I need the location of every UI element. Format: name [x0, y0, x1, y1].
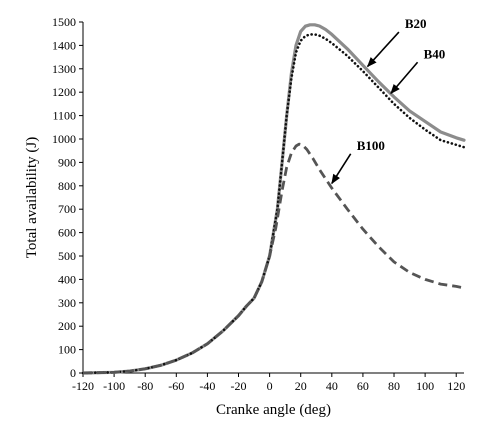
x-axis-title: Cranke angle (deg): [216, 402, 331, 418]
series-line-b40: [81, 33, 466, 375]
annotation-arrow: [366, 31, 400, 68]
x-axis: -120 -100 -80 -60 -40 -20 0 20 40 60 80 100 120: [72, 372, 465, 393]
y-tick-label: 300: [58, 296, 76, 310]
series-line-b20: [81, 23, 466, 375]
x-tick-label: 100: [416, 379, 434, 393]
y-tick-label: 1200: [52, 85, 76, 99]
y-tick-label: 100: [58, 343, 76, 357]
y-axis-title: Total availability (J): [24, 137, 40, 258]
x-tick-label: 0: [267, 379, 273, 393]
x-tick-label: 80: [388, 379, 400, 393]
x-tick-label: -40: [199, 379, 215, 393]
series-line-b100: [82, 142, 463, 375]
x-tick-label: -20: [231, 379, 247, 393]
x-tick-label: -60: [168, 379, 184, 393]
y-tick-label: 400: [58, 272, 76, 286]
annotations: B20 B40 B100: [331, 16, 446, 185]
annotation-arrow: [390, 61, 419, 95]
y-tick-label: 0: [70, 366, 76, 380]
y-tick-label: 900: [58, 155, 76, 169]
x-tick-label: 60: [357, 379, 369, 393]
annotation-label-b40: B40: [424, 46, 446, 61]
series-lines: [81, 23, 466, 375]
annotation-label-b20: B20: [405, 16, 427, 31]
y-tick-label: 800: [58, 179, 76, 193]
y-tick-label: 1300: [52, 62, 76, 76]
x-tick-label: 40: [326, 379, 338, 393]
y-tick-label: 500: [58, 249, 76, 263]
y-tick-label: 700: [58, 202, 76, 216]
x-tick-label: 20: [295, 379, 307, 393]
y-tick-label: 1000: [52, 132, 76, 146]
y-tick-label: 1100: [52, 109, 76, 123]
y-tick-label: 1500: [52, 15, 76, 29]
annotation-label-b100: B100: [357, 138, 385, 153]
x-tick-label: -100: [103, 379, 125, 393]
y-axis: 0 100 200 300 400 500 600 700 800 900 1000 1100 1200…: [52, 15, 84, 380]
x-tick-label: -120: [72, 379, 94, 393]
y-tick-label: 200: [58, 319, 76, 333]
annotation-arrow: [331, 153, 352, 185]
y-tick-label: 1400: [52, 38, 76, 52]
x-tick-label: -80: [137, 379, 153, 393]
x-tick-label: 120: [447, 379, 465, 393]
y-tick-label: 600: [58, 226, 76, 240]
